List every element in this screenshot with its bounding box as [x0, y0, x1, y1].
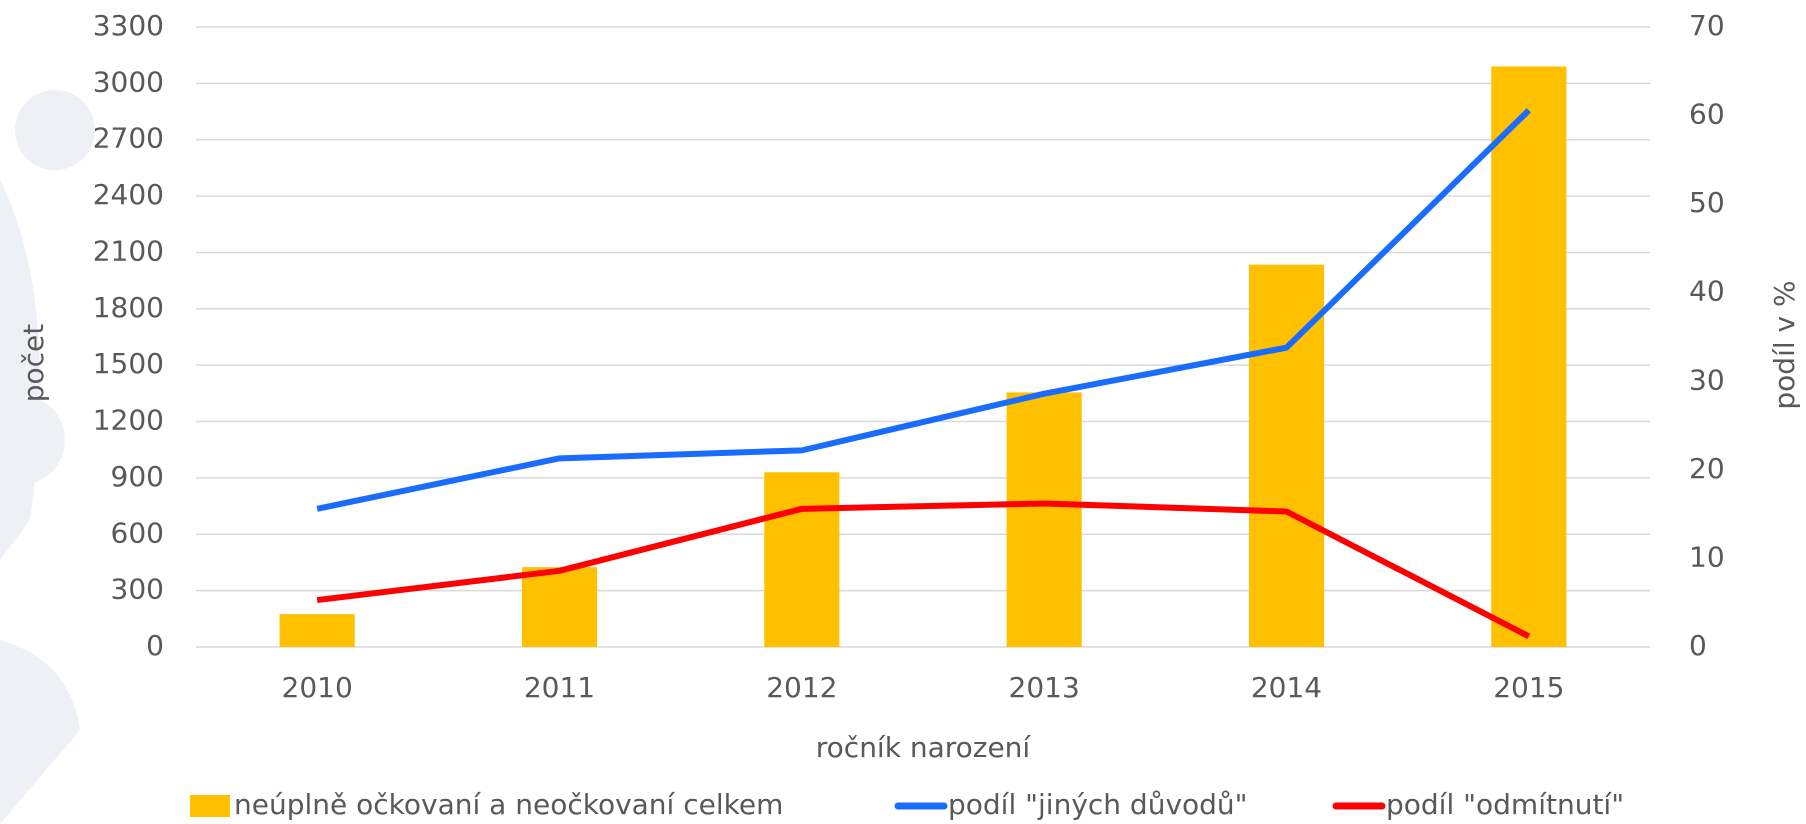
y2-tick-label: 50 — [1689, 186, 1725, 219]
x-tick-label: 2012 — [766, 671, 837, 704]
legend-swatch — [190, 795, 230, 817]
y2-tick-label: 40 — [1689, 275, 1725, 308]
y2-axis-title: podíl v % — [1768, 280, 1801, 409]
bar — [521, 567, 598, 647]
decor-circle — [15, 90, 95, 170]
y-tick-label: 2700 — [93, 122, 164, 155]
x-axis-title: ročník narození — [816, 731, 1032, 764]
y2-tick-label: 60 — [1689, 98, 1725, 131]
y-tick-label: 0 — [146, 629, 164, 662]
x-tick-label: 2011 — [524, 671, 595, 704]
y2-tick-label: 10 — [1689, 540, 1725, 573]
y-tick-label: 2400 — [93, 178, 164, 211]
y-tick-label: 1200 — [93, 404, 164, 437]
background-decoration — [0, 90, 95, 824]
y-tick-label: 600 — [111, 516, 164, 549]
y2-tick-label: 0 — [1689, 629, 1707, 662]
decor-shape — [0, 640, 80, 824]
y-tick-label: 2100 — [93, 234, 164, 267]
y2-tick-label: 70 — [1689, 9, 1725, 42]
legend-label: neúplně očkovaní a neočkovaní celkem — [234, 788, 783, 821]
bar — [279, 614, 355, 647]
x-tick-label: 2013 — [1009, 671, 1080, 704]
y-tick-label: 900 — [111, 460, 164, 493]
y-tick-label: 1500 — [93, 347, 164, 380]
line — [316, 108, 1531, 512]
legend-label: podíl "jiných důvodů" — [948, 788, 1248, 821]
line — [316, 500, 1531, 640]
x-tick-label: 2014 — [1251, 671, 1322, 704]
y-tick-label: 3300 — [93, 9, 164, 42]
decor-circle — [0, 395, 65, 485]
bar — [1006, 392, 1082, 647]
y-axis-title: počet — [17, 324, 50, 403]
y-tick-label: 300 — [111, 573, 164, 606]
x-tick-label: 2015 — [1493, 671, 1564, 704]
y-tick-label: 3000 — [93, 65, 164, 98]
bar — [1248, 264, 1325, 647]
bar — [1491, 66, 1567, 648]
y2-tick-label: 20 — [1689, 452, 1725, 485]
bar — [764, 472, 840, 647]
y2-tick-label: 30 — [1689, 363, 1725, 396]
y-tick-label: 1800 — [93, 291, 164, 324]
x-tick-label: 2010 — [282, 671, 353, 704]
legend-label: podíl "odmítnutí" — [1386, 788, 1624, 821]
